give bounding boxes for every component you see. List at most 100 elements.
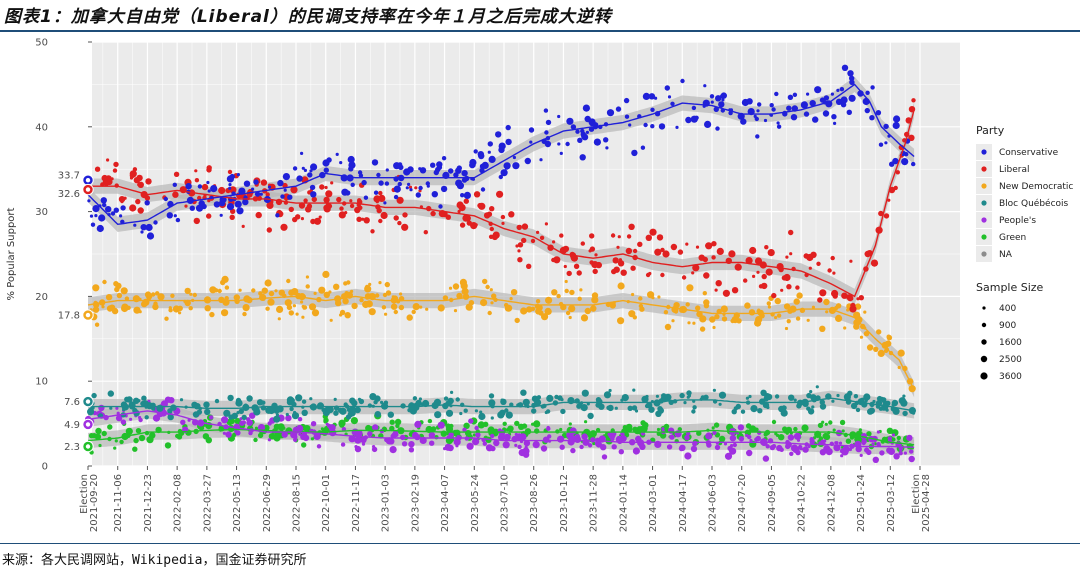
- x-tick-label: 2023-07-10: [500, 474, 511, 532]
- poll-point: [401, 441, 408, 447]
- poll-point: [243, 180, 251, 187]
- poll-point: [764, 245, 769, 250]
- poll-point: [323, 162, 327, 166]
- poll-point: [628, 123, 632, 127]
- poll-point: [512, 162, 520, 170]
- poll-point: [391, 295, 395, 299]
- poll-point: [590, 305, 597, 312]
- poll-point: [318, 215, 322, 219]
- poll-point: [685, 302, 690, 307]
- poll-point: [580, 241, 585, 246]
- poll-point: [438, 204, 443, 209]
- poll-point: [803, 111, 810, 117]
- poll-point: [363, 217, 370, 224]
- x-tick-label: 2024-12-08: [826, 474, 837, 532]
- poll-point: [489, 288, 493, 292]
- poll-point: [624, 114, 630, 119]
- poll-point: [832, 293, 838, 299]
- poll-point: [274, 289, 278, 293]
- poll-point: [384, 281, 390, 288]
- poll-point: [660, 272, 665, 278]
- poll-point: [771, 107, 776, 112]
- poll-point: [617, 317, 625, 325]
- poll-point: [400, 403, 406, 409]
- poll-point: [305, 206, 312, 213]
- poll-point: [671, 319, 675, 323]
- poll-point: [206, 167, 212, 173]
- poll-point: [145, 178, 152, 185]
- poll-point: [734, 263, 742, 271]
- poll-point: [146, 232, 155, 240]
- poll-point: [631, 292, 635, 297]
- poll-point: [502, 421, 507, 426]
- poll-point: [793, 398, 797, 402]
- poll-point: [718, 435, 726, 443]
- poll-point: [524, 157, 531, 165]
- legend-size-label: 1600: [999, 338, 1022, 348]
- poll-point: [893, 185, 898, 191]
- poll-point: [310, 421, 317, 427]
- poll-point: [89, 214, 94, 218]
- poll-point: [412, 303, 420, 311]
- poll-point: [350, 182, 355, 187]
- y-tick-label: 30: [35, 207, 48, 218]
- poll-point: [242, 311, 247, 317]
- poll-point: [137, 207, 144, 214]
- poll-point: [188, 306, 193, 311]
- poll-point: [698, 254, 705, 261]
- poll-point: [193, 217, 200, 225]
- poll-point: [101, 430, 107, 437]
- footer-divider: [0, 543, 1080, 544]
- poll-point: [539, 158, 543, 162]
- poll-point: [251, 288, 256, 293]
- poll-point: [309, 397, 313, 401]
- poll-point: [251, 187, 255, 191]
- poll-point: [713, 422, 720, 428]
- poll-point: [834, 305, 839, 311]
- poll-point: [875, 110, 882, 116]
- poll-point: [268, 410, 272, 414]
- poll-point: [651, 296, 655, 300]
- poll-point: [649, 228, 657, 236]
- poll-point: [610, 233, 616, 238]
- poll-point: [595, 427, 601, 433]
- poll-point: [634, 409, 639, 413]
- poll-point: [705, 432, 713, 440]
- poll-point: [535, 299, 541, 304]
- poll-point: [754, 427, 759, 432]
- poll-point: [292, 166, 298, 171]
- poll-point: [833, 121, 837, 125]
- poll-point: [528, 127, 535, 133]
- poll-point: [898, 446, 903, 452]
- poll-point: [153, 220, 158, 225]
- poll-point: [129, 170, 137, 178]
- poll-point: [295, 394, 303, 402]
- poll-point: [608, 431, 616, 439]
- poll-point: [302, 434, 310, 442]
- poll-point: [564, 279, 568, 284]
- poll-point: [205, 437, 212, 444]
- poll-point: [886, 427, 894, 434]
- poll-point: [870, 85, 875, 90]
- poll-point: [753, 114, 757, 118]
- poll-point: [177, 305, 183, 311]
- poll-point: [298, 432, 302, 436]
- poll-point: [840, 454, 844, 458]
- poll-point: [832, 428, 836, 432]
- poll-point: [491, 293, 497, 299]
- poll-point: [333, 410, 339, 416]
- poll-point: [556, 293, 561, 299]
- poll-point: [311, 309, 320, 317]
- poll-point: [372, 445, 376, 449]
- poll-point: [448, 168, 454, 174]
- election-marker-center: [85, 399, 91, 404]
- poll-point: [765, 444, 770, 449]
- poll-point: [546, 309, 552, 315]
- poll-point: [831, 114, 837, 120]
- poll-point: [291, 401, 297, 408]
- poll-point: [789, 305, 797, 313]
- poll-point: [763, 118, 768, 123]
- poll-point: [289, 406, 294, 412]
- poll-point: [197, 184, 203, 189]
- poll-point: [670, 243, 678, 251]
